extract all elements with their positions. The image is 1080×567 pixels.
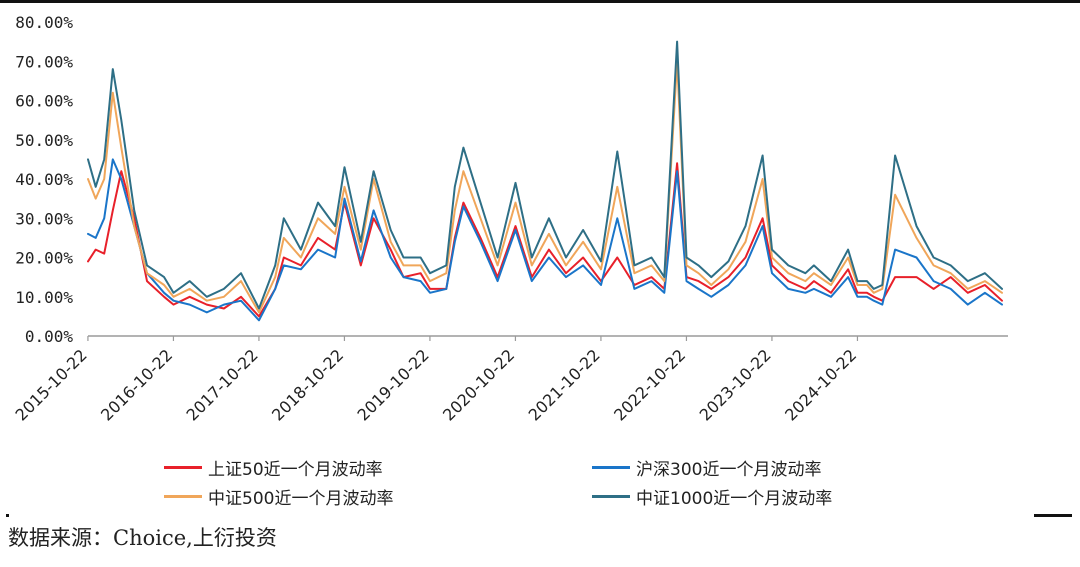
x-tick-label: 2020-10-22 [439,345,518,424]
x-tick-label: 2018-10-22 [268,345,347,424]
y-tick-label: 70.00% [15,52,73,71]
legend-swatch-csi300 [592,466,630,469]
legend-item-csi500: 中证500近一个月波动率 [164,484,393,509]
bottom-rule-mark [1034,514,1072,517]
y-tick-label: 10.00% [15,288,73,307]
x-tick-label: 2022-10-22 [610,345,689,424]
y-tick-label: 20.00% [15,249,73,268]
legend-label-csi1000: 中证1000近一个月波动率 [636,489,833,509]
volatility-line-chart: 0.00% 10.00% 20.00% 30.00% 40.00% 50.00% 60.00… [12,13,1008,425]
y-tick-label: 40.00% [15,170,73,189]
data-source-note: 数据来源：Choice,上衍投资 [8,526,277,550]
y-tick-label: 80.00% [15,13,73,32]
x-tick-label: 2019-10-22 [354,345,433,424]
legend-label-csi500: 中证500近一个月波动率 [208,489,394,509]
x-tick-label: 2024-10-22 [781,345,860,424]
legend-item-csi1000: 中证1000近一个月波动率 [592,484,832,509]
legend-item-sse50: 上证50近一个月波动率 [164,455,383,480]
x-tick-label: 2016-10-22 [97,345,176,424]
series-line-3 [87,40,1003,310]
legend-item-csi300: 沪深300近一个月波动率 [592,455,821,480]
x-tick-label: 2021-10-22 [525,345,604,424]
y-tick-label: 60.00% [15,92,73,111]
legend-swatch-sse50 [164,466,202,469]
x-axis: 2015-10-22 2016-10-22 2017-10-22 2018-10-22… [12,335,1008,425]
separator-dot [6,514,9,517]
y-tick-label: 30.00% [15,209,73,228]
plot-area [87,40,1003,322]
y-tick-label: 50.00% [15,131,73,150]
legend-label-csi300: 沪深300近一个月波动率 [636,460,822,480]
x-tick-label: 2015-10-22 [12,345,91,424]
series-line-2 [87,60,1003,314]
legend-label-sse50: 上证50近一个月波动率 [208,460,383,480]
x-tick-label: 2023-10-22 [696,345,775,424]
legend-swatch-csi500 [164,495,202,498]
x-tick-label: 2017-10-22 [183,345,262,424]
series-line-1 [87,158,1003,322]
y-tick-label: 0.00% [25,327,74,346]
y-axis: 0.00% 10.00% 20.00% 30.00% 40.00% 50.00% 60.00… [15,13,73,346]
top-rule [0,0,1080,3]
legend-swatch-csi1000 [592,495,630,498]
